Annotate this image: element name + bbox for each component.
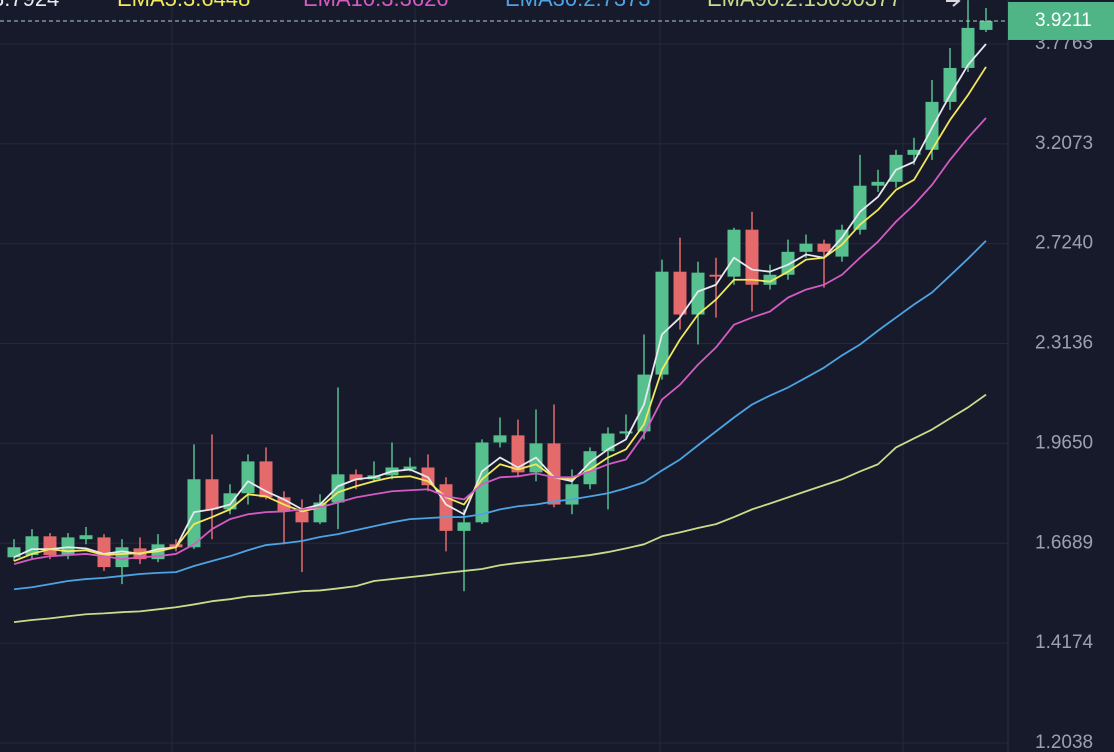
candle-body	[205, 479, 219, 510]
candle-body	[619, 431, 633, 434]
candle-body	[655, 271, 669, 375]
legend-arrow	[946, 0, 961, 7]
candle-body	[115, 547, 129, 568]
candle-body	[295, 511, 309, 523]
y-tick-label: 1.6689	[1035, 532, 1093, 553]
legend-entry: EMA10:3.3626	[303, 0, 449, 11]
candle-body	[331, 474, 345, 503]
candle-body	[691, 272, 705, 315]
candle-body	[979, 20, 993, 30]
candle-body	[259, 461, 273, 498]
candle-body	[493, 435, 507, 443]
candle-body	[61, 537, 75, 556]
candle-body	[799, 243, 813, 252]
candle-body	[709, 274, 723, 277]
candle-body	[907, 149, 921, 155]
candle-body	[7, 547, 21, 558]
legend-entry: EMA5:3.6448	[117, 0, 250, 11]
candle-body	[673, 271, 687, 315]
candle-body	[745, 229, 759, 285]
candle-body	[223, 493, 237, 510]
candle-body	[943, 67, 957, 102]
candle-body	[457, 522, 471, 531]
y-tick-label: 2.7240	[1035, 233, 1093, 254]
y-tick-label: 3.2073	[1035, 133, 1093, 154]
current-price-box	[1008, 1, 1114, 40]
candle-body	[853, 185, 867, 230]
candle-body	[79, 535, 93, 540]
candle-body	[961, 27, 975, 68]
candle-body	[511, 435, 525, 473]
ma-line	[13, 117, 987, 565]
candle-body	[871, 181, 885, 186]
candle-body	[763, 274, 777, 285]
candle-body	[925, 101, 939, 150]
candle-body	[817, 243, 831, 252]
legend-entry: EMA90:2.15090377	[707, 0, 902, 11]
candle-body	[349, 474, 363, 481]
candle-body	[403, 466, 417, 470]
legend-entry: 3.7924	[0, 0, 59, 11]
candle-body	[727, 229, 741, 277]
y-tick-label: 1.4174	[1035, 632, 1094, 653]
candle-body	[43, 536, 57, 556]
current-price-label: 3.9211	[1035, 10, 1092, 31]
legend-entry: EMA30:2.7373	[505, 0, 651, 11]
candle-body	[565, 484, 579, 505]
candle-body	[97, 537, 111, 568]
y-tick-label: 1.9650	[1035, 432, 1093, 453]
ma-line	[13, 240, 987, 591]
candle-body	[835, 229, 849, 257]
y-tick-label: 1.2038	[1035, 732, 1093, 752]
ma-line	[13, 66, 987, 562]
candle-body	[547, 443, 561, 505]
y-tick-label: 2.3136	[1035, 333, 1093, 354]
candle-body	[475, 442, 489, 523]
ma-line	[13, 393, 987, 623]
